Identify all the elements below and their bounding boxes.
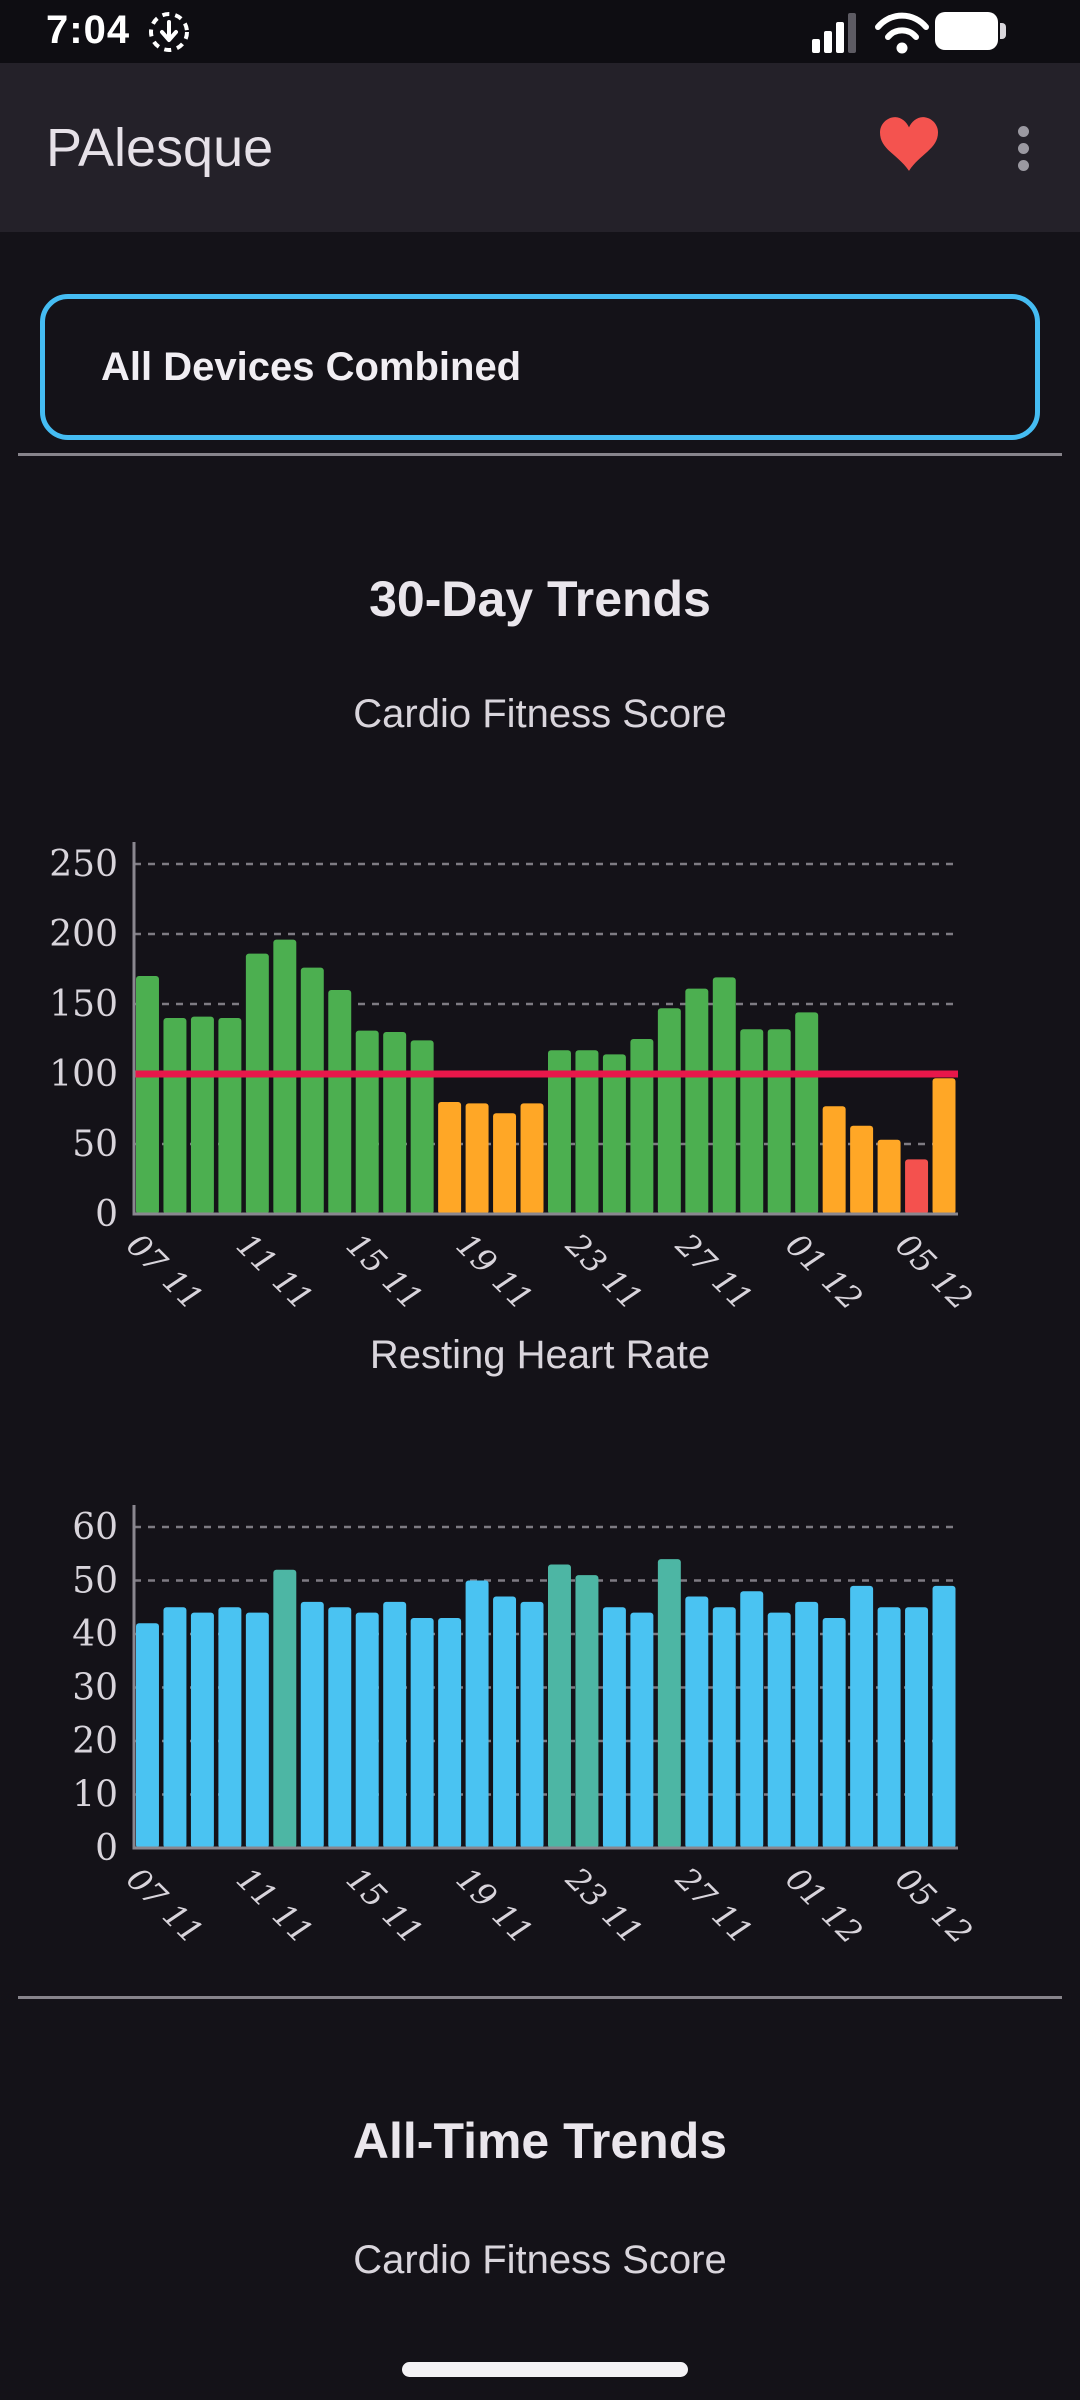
svg-text:10: 10 (72, 1775, 118, 1816)
svg-text:23 11: 23 11 (558, 1225, 650, 1317)
svg-text:40: 40 (72, 1614, 118, 1655)
svg-text:250: 250 (49, 844, 118, 885)
kebab-menu-icon (1017, 125, 1029, 137)
svg-text:50: 50 (72, 1124, 118, 1165)
svg-text:19 11: 19 11 (449, 1226, 541, 1318)
gesture-handle[interactable] (402, 2362, 688, 2377)
section-title-30-day: 30-Day Trends (369, 571, 711, 627)
svg-text:15 11: 15 11 (339, 1226, 431, 1318)
svg-text:07 11: 07 11 (119, 1860, 211, 1952)
svg-text:01 12: 01 12 (778, 1860, 870, 1952)
svg-text:200: 200 (49, 914, 118, 955)
device-selector[interactable]: All Devices Combined (40, 294, 1040, 440)
app-title: PAlesque (46, 117, 274, 178)
svg-text:11 11: 11 11 (229, 1860, 321, 1952)
svg-text:05 12: 05 12 (888, 1860, 980, 1952)
svg-text:07 11: 07 11 (119, 1226, 211, 1318)
device-selector-value: All Devices Combined (101, 344, 522, 389)
svg-text:01 12: 01 12 (778, 1226, 870, 1318)
status-time: 7:04 (46, 8, 131, 52)
svg-text:20: 20 (72, 1721, 118, 1762)
svg-text:19 11: 19 11 (449, 1860, 541, 1952)
screen-record-icon (149, 12, 189, 52)
svg-text:60: 60 (72, 1507, 118, 1548)
svg-text:0: 0 (95, 1194, 118, 1235)
status-bar: 7:04 (0, 0, 1080, 63)
cellular-signal-icon (812, 13, 856, 53)
resting-heart-rate-chart: 0 10 20 30 40 50 60 07 11 11 11 15 11 19 11 23 11 27… (72, 1505, 980, 1952)
svg-text:11 11: 11 11 (229, 1226, 321, 1318)
svg-text:15 11: 15 11 (339, 1860, 431, 1952)
svg-text:27 11: 27 11 (668, 1225, 760, 1317)
svg-text:150: 150 (49, 984, 118, 1025)
overflow-menu-button[interactable] (1000, 115, 1046, 181)
cardio-fitness-chart: 0 50 100 150 200 250 07 11 11 11 15 11 19 11 23 11… (49, 842, 980, 1318)
app-bar: PAlesque (0, 63, 1080, 232)
chart-title-cardio: Cardio Fitness Score (353, 692, 727, 736)
favorite-heart-button[interactable] (880, 117, 944, 179)
divider (18, 453, 1062, 456)
divider (18, 1996, 1062, 1999)
svg-text:05 12: 05 12 (888, 1226, 980, 1318)
svg-text:50: 50 (72, 1561, 118, 1602)
heart-icon (880, 117, 938, 171)
svg-text:30: 30 (72, 1668, 118, 1709)
wifi-icon (875, 12, 929, 54)
battery-icon (935, 12, 1006, 50)
svg-text:0: 0 (95, 1828, 118, 1869)
svg-text:23 11: 23 11 (558, 1859, 650, 1951)
svg-text:100: 100 (49, 1054, 118, 1095)
svg-text:27 11: 27 11 (668, 1859, 760, 1951)
section-title-all-time: All-Time Trends (352, 2113, 728, 2169)
chart-title-resting-hr: Resting Heart Rate (369, 1333, 711, 1377)
chart-title-all-time-cardio: Cardio Fitness Score (353, 2238, 727, 2282)
